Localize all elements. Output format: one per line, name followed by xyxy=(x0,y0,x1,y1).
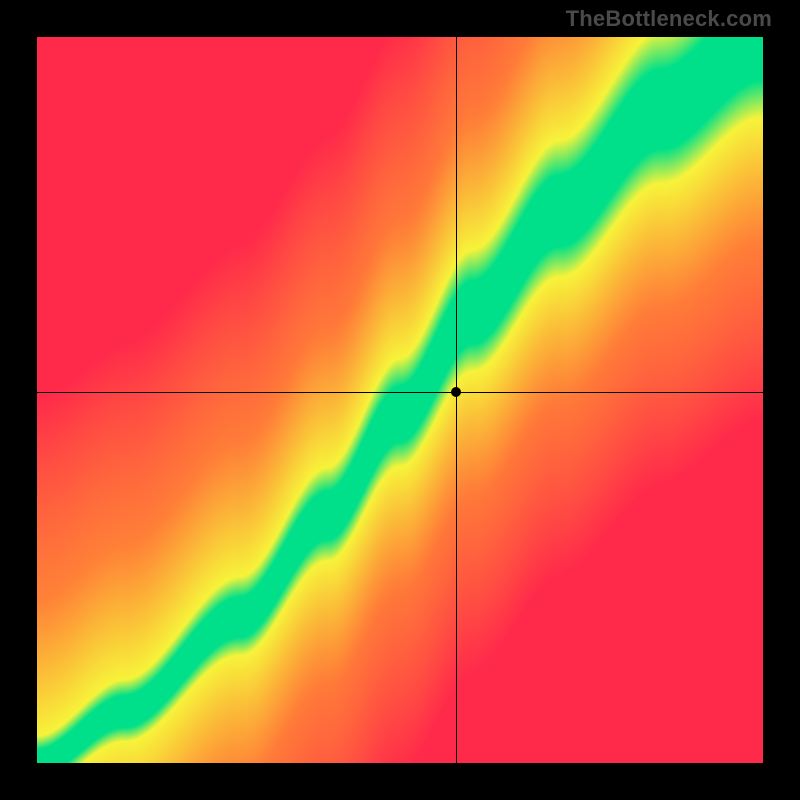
crosshair-vertical xyxy=(456,37,457,763)
crosshair-horizontal xyxy=(37,392,763,393)
watermark-text: TheBottleneck.com xyxy=(566,6,772,32)
selection-marker[interactable] xyxy=(451,387,461,397)
bottleneck-heatmap xyxy=(37,37,763,763)
heatmap-canvas xyxy=(37,37,763,763)
